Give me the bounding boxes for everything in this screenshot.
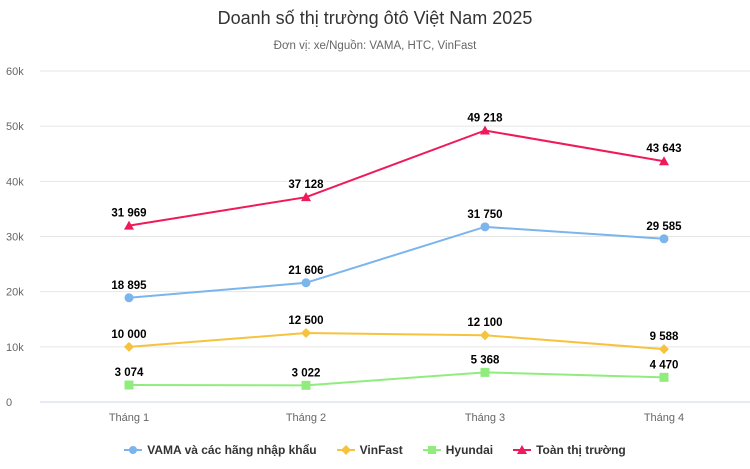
square-icon [422, 446, 441, 454]
data-point [480, 222, 490, 232]
legend-label: Hyundai [445, 443, 494, 457]
data-label: 4 470 [650, 359, 679, 371]
series-line [128, 225, 665, 299]
data-label: 21 606 [288, 265, 323, 277]
data-label: 18 895 [111, 280, 147, 292]
y-tick-label: 50k [6, 121, 24, 133]
data-label: 12 100 [467, 317, 502, 329]
data-point [480, 330, 490, 341]
y-tick-label: 0 [6, 397, 12, 409]
circle-icon [124, 446, 143, 454]
data-point [480, 125, 490, 135]
data-label: 31 750 [467, 209, 502, 221]
legend-item[interactable]: Toàn thị trường [513, 443, 626, 457]
data-point [659, 344, 669, 355]
x-tick-label: Tháng 3 [465, 412, 505, 424]
data-label: 49 218 [467, 112, 503, 124]
y-tick-label: 30k [6, 232, 24, 244]
data-point [659, 234, 669, 244]
data-label: 9 588 [650, 331, 679, 343]
data-point [124, 380, 134, 390]
legend-item[interactable]: VinFast [336, 443, 403, 457]
y-tick-label: 20k [6, 287, 24, 299]
data-point [301, 380, 311, 390]
data-label: 3 074 [115, 367, 144, 379]
data-label: 5 368 [471, 354, 500, 366]
x-tick-label: Tháng 4 [644, 412, 684, 424]
y-tick-label: 60k [6, 66, 24, 78]
data-label: 12 500 [288, 315, 323, 327]
data-label: 3 022 [292, 367, 321, 379]
series-line [128, 371, 665, 387]
x-tick-label: Tháng 2 [286, 412, 326, 424]
data-point [301, 278, 311, 288]
legend-item[interactable]: Hyundai [422, 443, 494, 457]
diamond-icon [336, 445, 355, 455]
y-tick-label: 10k [6, 342, 24, 354]
y-tick-label: 40k [6, 176, 24, 188]
data-point [124, 293, 134, 303]
data-point [301, 328, 311, 339]
x-tick-label: Tháng 1 [109, 412, 149, 424]
data-label: 31 969 [111, 208, 146, 220]
data-point [124, 341, 134, 352]
legend-label: VinFast [359, 443, 403, 457]
data-point [659, 372, 669, 382]
data-label: 37 128 [288, 179, 324, 191]
data-label: 10 000 [111, 329, 146, 341]
legend-label: VAMA và các hãng nhập khẩu [147, 443, 317, 457]
triangle-icon [513, 445, 532, 454]
series-line [128, 129, 665, 227]
chart-title: Doanh số thị trường ôtô Việt Nam 2025 [217, 8, 533, 28]
data-point [480, 367, 490, 377]
data-label: 29 585 [646, 221, 682, 233]
data-point [301, 192, 311, 202]
legend-item[interactable]: VAMA và các hãng nhập khẩu [124, 443, 317, 457]
legend-label: Toàn thị trường [536, 443, 626, 457]
data-point [659, 156, 669, 166]
data-label: 43 643 [646, 143, 681, 155]
data-point [124, 220, 134, 230]
legend: VAMA và các hãng nhập khẩu VinFast Hyundai… [0, 443, 750, 457]
series-line [128, 332, 665, 351]
chart-subtitle: Đơn vị: xe/Nguồn: VAMA, HTC, VinFast [273, 40, 477, 52]
